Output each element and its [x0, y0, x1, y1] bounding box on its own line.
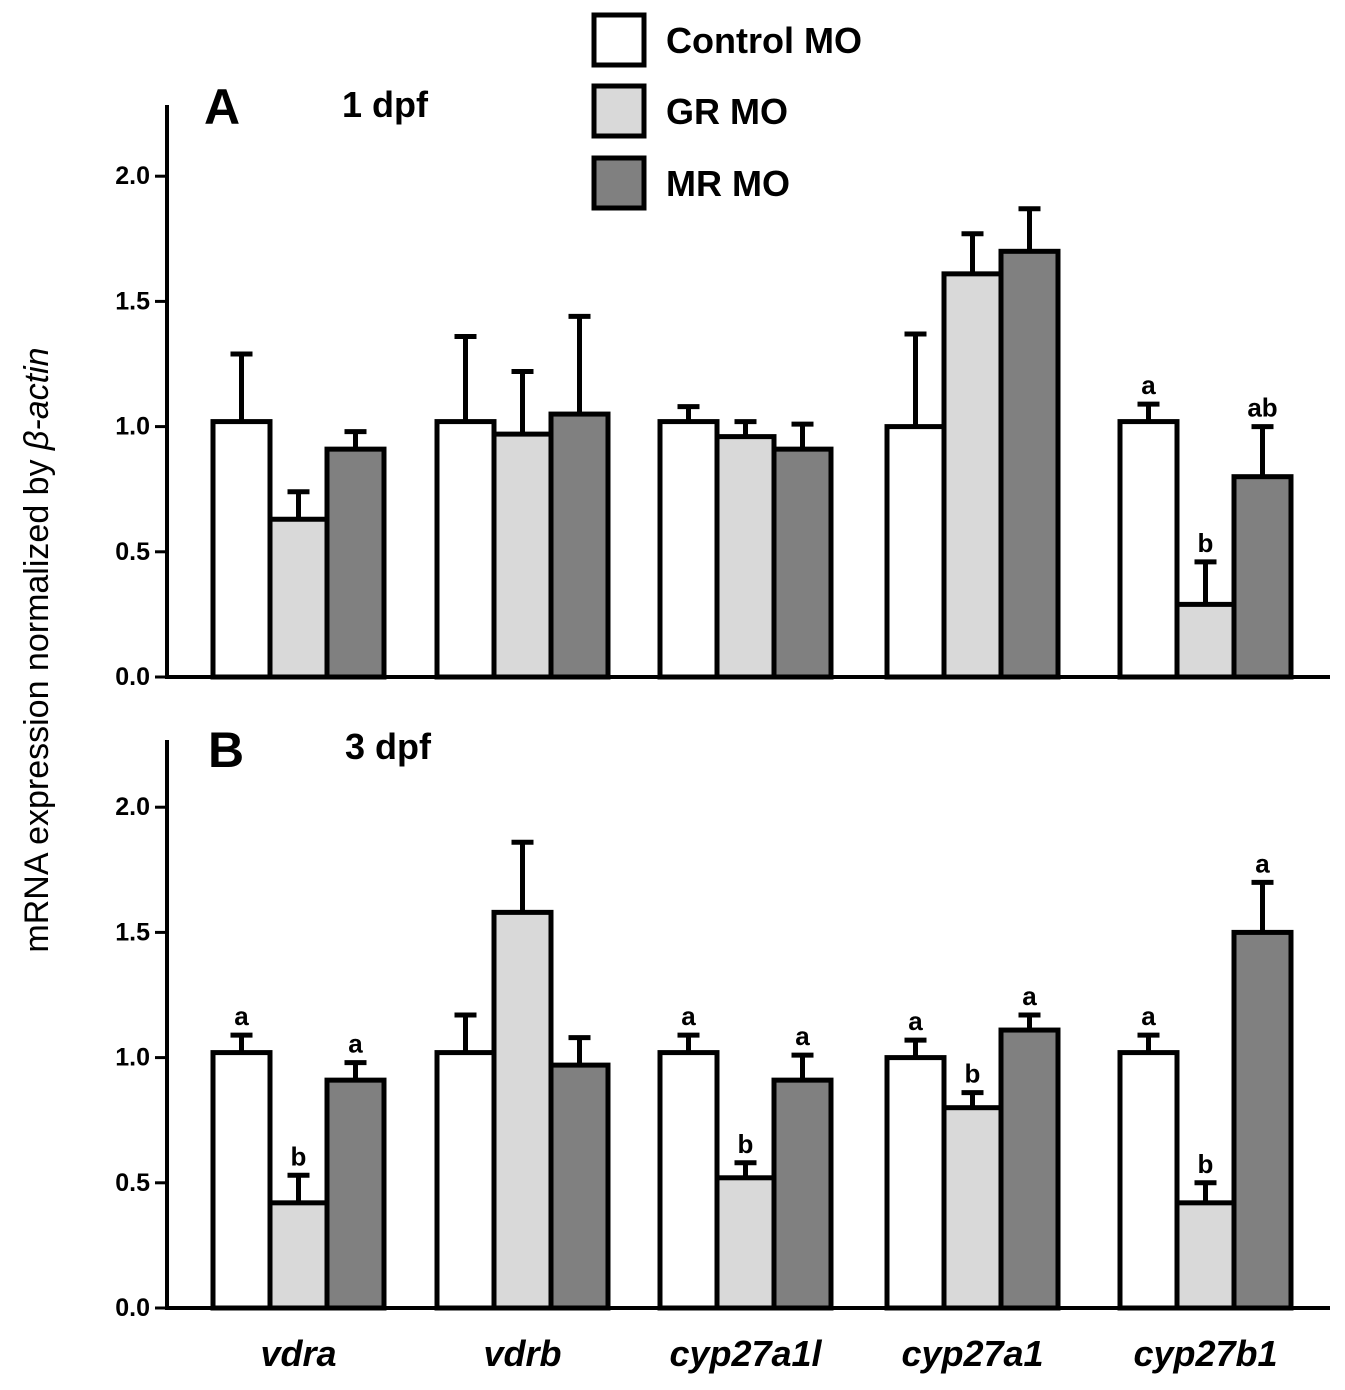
legend-swatch-3 — [591, 155, 647, 211]
panel-a-letter: A — [204, 79, 240, 135]
panel-a-bar-s0-c2 — [657, 419, 720, 680]
panel-b-sig-letter-s0-c4: a — [1141, 1001, 1156, 1031]
legend-label-2: GR MO — [666, 91, 788, 132]
category-label-cyp27b1: cyp27b1 — [1133, 1333, 1277, 1374]
panel-b-sig-letter-s0-c0: a — [234, 1001, 249, 1031]
panel-b-bar-s1-c4 — [1174, 1200, 1237, 1311]
panel-b-ytick-label-4: 2.0 — [115, 793, 150, 821]
panel-a-ytick-label-1: 0.5 — [115, 538, 150, 566]
panel-a-sig-letter-s1-c4: b — [1198, 528, 1214, 558]
panel-a-ytick-label-4: 2.0 — [115, 162, 150, 190]
y-axis-label-text: mRNA expression normalized by — [18, 450, 56, 953]
panel-a-bar-s1-c3 — [941, 271, 1004, 680]
legend-swatch-2 — [591, 83, 647, 139]
legend-label-3: MR MO — [666, 163, 790, 204]
panel-b-bar-s0-c2 — [657, 1050, 720, 1311]
panel-a-subtitle: 1 dpf — [342, 84, 429, 125]
panel-b-bar-s0-c0 — [210, 1050, 273, 1311]
panel-b-bar-s1-c3 — [941, 1105, 1004, 1311]
legend-swatch-1 — [591, 12, 647, 68]
panel-a-sig-letter-s2-c4: ab — [1247, 393, 1277, 423]
panel-a-bar-s0-c4 — [1117, 419, 1180, 680]
panel-b-bar-s1-c1 — [491, 909, 554, 1311]
panel-b-sig-letter-s0-c3: a — [908, 1006, 923, 1036]
panel-b-bar-s2-c3 — [998, 1027, 1061, 1311]
category-label-vdra: vdra — [260, 1333, 336, 1374]
panel-b-ytick-label-1: 0.5 — [115, 1169, 150, 1197]
panel-b-bar-s2-c0 — [324, 1077, 387, 1311]
panel-b-ytick-label-2: 1.0 — [115, 1044, 150, 1072]
panel-b-sig-letter-s0-c2: a — [681, 1001, 696, 1031]
panel-a-bar-s2-c0 — [324, 446, 387, 680]
panel-b-sig-letter-s1-c2: b — [738, 1129, 754, 1159]
panel-b-subtitle: 3 dpf — [345, 726, 432, 767]
panel-b-bar-s0-c3 — [884, 1055, 947, 1311]
category-labels: vdra vdrb cyp27a1l cyp27a1 cyp27b1 — [260, 1333, 1277, 1374]
panel-a-bar-s1-c4 — [1174, 601, 1237, 680]
panel-a-ytick-label-2: 1.0 — [115, 413, 150, 441]
panel-a-bar-s2-c3 — [998, 248, 1061, 680]
panel-b-bar-s1-c2 — [714, 1175, 777, 1311]
panel-a-bar-s2-c1 — [548, 411, 611, 680]
panel-a-bar-s1-c1 — [491, 431, 554, 680]
panel-a-bar-s2-c2 — [771, 446, 834, 680]
panel-b-bar-s0-c4 — [1117, 1050, 1180, 1311]
panel-a-bar-s0-c1 — [434, 419, 497, 680]
panel-a-bar-s1-c0 — [267, 516, 330, 680]
y-axis-label: mRNA expression normalized by β-actin — [18, 347, 56, 952]
legend: Control MO GR MO MR MO — [591, 12, 862, 211]
panel-a-bar-s0-c3 — [884, 424, 947, 680]
panel-b-sig-letter-s1-c0: b — [291, 1141, 307, 1171]
panel-a-bar-s0-c0 — [210, 419, 273, 680]
panel-b-sig-letter-s2-c2: a — [795, 1021, 810, 1051]
panel-b-bar-s2-c4 — [1231, 929, 1294, 1311]
panel-a-bar-s1-c2 — [714, 434, 777, 680]
panel-b-sig-letter-s2-c0: a — [348, 1029, 363, 1059]
panel-a-ytick-label-3: 1.5 — [115, 287, 150, 315]
panel-b-bar-s0-c1 — [434, 1050, 497, 1311]
panel-b-ytick-label-3: 1.5 — [115, 918, 150, 946]
panel-b-sig-letter-s2-c4: a — [1255, 848, 1270, 878]
panel-b-bar-s2-c1 — [548, 1062, 611, 1311]
panel-a-sig-letter-s0-c4: a — [1141, 370, 1156, 400]
panel-a-ytick-label-0: 0.0 — [115, 663, 150, 691]
panel-b-letter: B — [208, 722, 244, 778]
category-label-vdrb: vdrb — [483, 1333, 561, 1374]
category-label-cyp27a1l: cyp27a1l — [669, 1333, 822, 1374]
panel-a-bar-s2-c4 — [1231, 474, 1294, 680]
legend-label-1: Control MO — [666, 20, 862, 61]
y-axis-label-italic: β-actin — [18, 347, 56, 451]
panel-b-bar-s1-c0 — [267, 1200, 330, 1311]
panel-b-bar-s2-c2 — [771, 1077, 834, 1311]
panel-b-sig-letter-s2-c3: a — [1022, 981, 1037, 1011]
panel-b-sig-letter-s1-c4: b — [1198, 1149, 1214, 1179]
panel-b: 0.0 0.5 1.0 1.5 2.0 B 3 dpf a a a a b b b b a a a a — [115, 722, 1330, 1322]
panel-b-ytick-label-0: 0.0 — [115, 1294, 150, 1322]
category-label-cyp27a1: cyp27a1 — [901, 1333, 1043, 1374]
panel-b-sig-letter-s1-c3: b — [965, 1059, 981, 1089]
